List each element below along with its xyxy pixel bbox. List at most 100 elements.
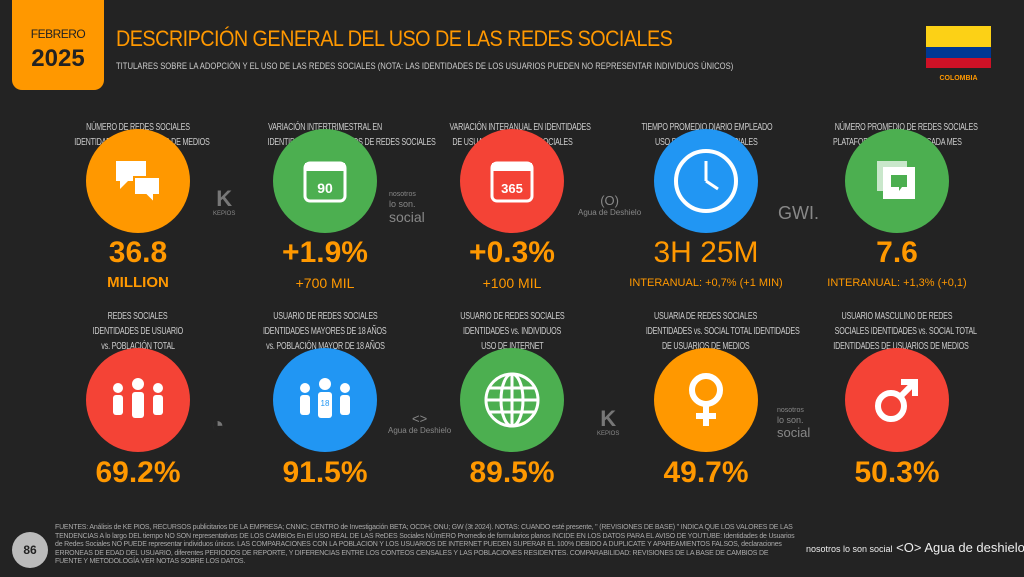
calendar-365-icon: 365	[460, 129, 564, 233]
nosotros-logo: nosotros lo son. social	[389, 191, 425, 225]
footer-brand-agua: <O> Agua de deshielo	[896, 540, 1024, 555]
colombia-flag	[926, 26, 991, 68]
stat-value: 69.2%	[95, 456, 181, 489]
svg-text:365: 365	[501, 181, 523, 196]
stat-label-line: USUARIO MASCULINO DE REDES	[841, 311, 953, 322]
stat-label-line: VARIACIÓN INTERTRIMESTRAL EN	[268, 122, 382, 133]
stat-card: USUARIO DE REDES SOCIALES IDENTIDADES MAY…	[235, 306, 415, 516]
stat-label: USUARIA DE REDES SOCIALES IDENTIDADES vs.…	[616, 306, 800, 354]
stat-card: NÚMERO PROMEDIO DE REDES SOCIALES PLATAFO…	[807, 104, 987, 314]
stat-label-line: USUARIO DE REDES SOCIALES	[459, 311, 565, 322]
stat-card: VARIACIÓN INTERTRIMESTRAL ENIDENTIDADES …	[235, 104, 436, 314]
stat-label-line: REDES SOCIALES	[108, 311, 168, 322]
stat-subvalue: INTERANUAL: +0,7% (+1 MIN)	[629, 277, 783, 289]
stat-label-row: VARIACIÓN INTERTRIMESTRAL EN	[235, 120, 415, 135]
calendar-90-icon: 90	[273, 129, 377, 233]
stat-label-line: IDENTIDADES vs. SOCIAL TOTAL IDENTIDADES	[645, 326, 800, 337]
page-number: 86	[12, 532, 48, 568]
stat-label: USUARIO DE REDES SOCIALES IDENTIDADES vs.…	[422, 306, 602, 354]
stat-label: USUARIO MASCULINO DE REDES SOCIALES IDENT…	[807, 306, 987, 354]
kepios-logo-2: K KEPIOS	[597, 406, 620, 438]
stat-card: TIEMPO PROMEDIO DIARIO EMPLEADOUSO DE LA…	[616, 104, 796, 314]
stat-card: USUARIO DE REDES SOCIALES IDENTIDADES vs.…	[422, 306, 602, 516]
page-title: DESCRIPCIÓN GENERAL DEL USO DE LAS REDES…	[116, 26, 673, 51]
stat-label-row: USUARIO DE REDES SOCIALES	[235, 309, 415, 324]
stat-label-row: USUARIO DE REDES SOCIALES	[422, 309, 602, 324]
stat-value: 50.3%	[854, 456, 940, 489]
stat-label-line: VARIACIÓN INTERANUAL EN IDENTIDADES	[449, 122, 591, 133]
stat-label-row: IDENTIDADES vs. INDIVIDUOS	[422, 324, 602, 339]
stat-label: USUARIO DE REDES SOCIALES IDENTIDADES MAY…	[235, 306, 415, 354]
stat-label-row: USO DE INTERNET	[422, 339, 602, 354]
stat-card: USUARIA DE REDES SOCIALES IDENTIDADES vs.…	[616, 306, 800, 516]
country-label: COLOMBIA	[939, 75, 978, 82]
svg-text:90: 90	[317, 180, 333, 196]
stat-label-row: TIEMPO PROMEDIO DIARIO EMPLEADO	[616, 120, 796, 135]
stat-label-row: VARIACIÓN INTERANUAL EN IDENTIDADES	[422, 120, 602, 135]
stat-label-row: vs. POBLACIÓN TOTAL	[48, 339, 228, 354]
gwi-logo: GWI.	[778, 203, 819, 223]
stat-label-line: vs. POBLACIÓN TOTAL	[101, 341, 175, 352]
clock-icon	[654, 129, 758, 233]
year: 2025	[31, 45, 85, 72]
stat-value: 49.7%	[663, 456, 749, 489]
stat-label-line: IDENTIDADES DE USUARIOS DE MEDIOS	[833, 341, 969, 352]
adults-18-icon: 18	[273, 348, 377, 452]
male-icon	[845, 348, 949, 452]
stat-label-row: REDES SOCIALES	[48, 309, 228, 324]
stat-label-row: DE USUARIOS DE MEDIOS	[616, 339, 796, 354]
stat-label: REDES SOCIALES IDENTIDADES DE USUARIO vs. …	[48, 306, 228, 354]
kepios-logo: K KEPIOS	[213, 186, 236, 218]
stat-card: REDES SOCIALES IDENTIDADES DE USUARIO vs. …	[48, 306, 228, 516]
stat-label-row: vs. POBLACIÓN MAYOR DE 18 AÑOS	[235, 339, 415, 354]
page-subtitle: TITULARES SOBRE LA ADOPCIÓN Y EL USO DE …	[116, 61, 734, 71]
stat-label-row: NÚMERO PROMEDIO DE REDES SOCIALES	[807, 120, 987, 135]
stat-label-line: USO DE INTERNET	[480, 341, 544, 352]
stat-subvalue: +700 MIL	[295, 275, 355, 291]
rss-logo-icon: ◔	[211, 412, 225, 437]
sources-note: FUENTES: Análisis de KE PIOS, RECURSOS p…	[55, 524, 795, 565]
stat-label-row: NÚMERO DE REDES SOCIALES	[48, 120, 228, 135]
stat-value: 3H 25M	[653, 236, 759, 269]
stat-label-row: SOCIALES IDENTIDADES vs. SOCIAL TOTAL	[807, 324, 987, 339]
people-group-icon	[86, 348, 190, 452]
stat-label-line: NÚMERO DE REDES SOCIALES	[86, 122, 190, 133]
stat-subvalue: +100 MIL	[482, 275, 542, 291]
stat-label-line: TIEMPO PROMEDIO DIARIO EMPLEADO	[641, 122, 773, 133]
stat-label-row: USUARIO MASCULINO DE REDES	[807, 309, 987, 324]
stat-label-line: IDENTIDADES vs. INDIVIDUOS	[462, 326, 561, 337]
female-icon	[654, 348, 758, 452]
stat-label-line: vs. POBLACIÓN MAYOR DE 18 AÑOS	[265, 341, 385, 352]
stat-label-line: IDENTIDADES DE USUARIO	[92, 326, 184, 337]
stacked-chat-icon	[845, 129, 949, 233]
stat-value: 36.8	[108, 236, 168, 269]
globe-icon	[460, 348, 564, 452]
stat-label-line: SOCIALES IDENTIDADES vs. SOCIAL TOTAL	[834, 326, 977, 337]
agua-logo-2: <> Agua de Deshielo	[388, 411, 452, 436]
stat-label-line: IDENTIDADES MAYORES DE 18 AÑOS	[263, 326, 387, 337]
stat-label-line: DE USUARIOS DE MEDIOS	[662, 341, 750, 352]
stat-label-row: USUARIA DE REDES SOCIALES	[616, 309, 796, 324]
stat-label-row: IDENTIDADES vs. SOCIAL TOTAL IDENTIDADES	[616, 324, 800, 339]
stat-subvalue: MILLION	[107, 274, 169, 291]
stat-value: +1.9%	[282, 236, 368, 269]
nosotros-logo-2: nosotros lo son. social	[777, 407, 811, 440]
stat-label-row: IDENTIDADES MAYORES DE 18 AÑOS	[235, 324, 415, 339]
stat-label-line: NÚMERO PROMEDIO DE REDES SOCIALES	[834, 122, 978, 133]
month: FEBRERO	[30, 27, 86, 41]
date-badge: FEBRERO 2025	[12, 0, 104, 90]
stat-label-line: USUARIO DE REDES SOCIALES	[272, 311, 378, 322]
stat-label-row: IDENTIDADES DE USUARIO	[48, 324, 228, 339]
stat-value: +0.3%	[469, 236, 555, 269]
stat-value: 91.5%	[282, 456, 368, 489]
footer-brand-social: nosotros lo son social	[806, 544, 893, 554]
footer-brand: nosotros lo son social <O> Agua de deshi…	[806, 540, 1024, 555]
stat-subvalue: INTERANUAL: +1,3% (+0,1)	[827, 277, 967, 289]
stat-label-line: USUARIA DE REDES SOCIALES	[654, 311, 758, 322]
stat-value: 7.6	[876, 236, 918, 269]
stat-card: USUARIO MASCULINO DE REDES SOCIALES IDENT…	[807, 306, 987, 516]
stat-value: 89.5%	[469, 456, 555, 489]
stat-label-row: IDENTIDADES DE USUARIOS DE MEDIOS	[807, 339, 987, 354]
agua-logo: (O) Agua de Deshielo	[578, 193, 642, 218]
